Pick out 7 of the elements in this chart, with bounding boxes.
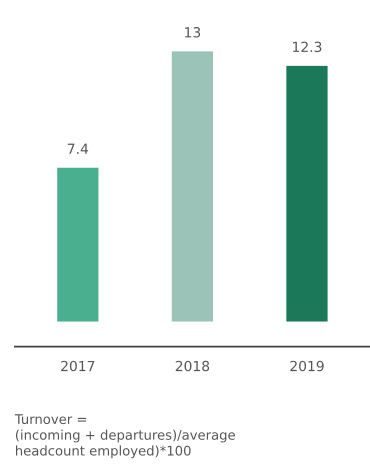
text: Turnover = (incoming + departures)/average headcount employed)*100 <box>14 414 235 458</box>
data-label: 12.3 <box>293 42 322 52</box>
data-label: 13 <box>185 27 200 38</box>
data-label: 7.4 <box>68 144 88 154</box>
x-tick-label: 2017 <box>61 360 94 372</box>
x-tick-label: 2019 <box>290 360 324 372</box>
x-tick-label: 2018 <box>176 360 210 372</box>
